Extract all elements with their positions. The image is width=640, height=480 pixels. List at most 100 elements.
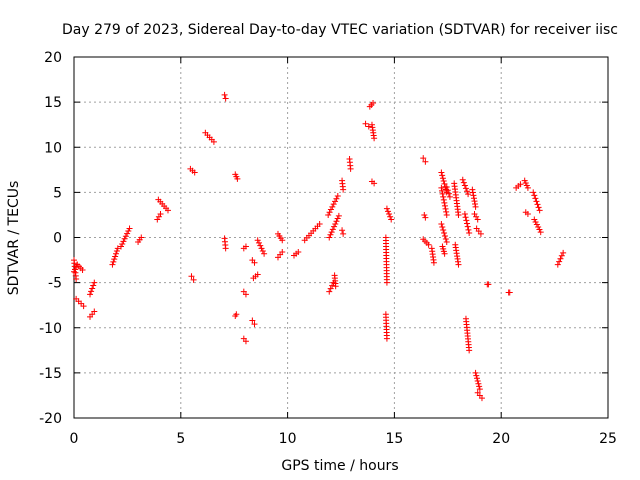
data-point: [113, 250, 120, 257]
x-tick-labels: 0 5 10 15 20 25: [70, 431, 617, 447]
data-point: [340, 186, 347, 193]
data-point: [536, 226, 543, 233]
data-point: [383, 205, 390, 212]
data-point: [222, 95, 229, 102]
data-point: [386, 211, 393, 218]
data-point: [73, 276, 80, 283]
data-point: [537, 229, 544, 236]
x-tick-label: 15: [385, 431, 403, 447]
data-point: [109, 261, 116, 268]
data-point: [112, 253, 119, 260]
data-point: [472, 369, 479, 376]
data-point: [261, 250, 268, 257]
data-point: [334, 192, 341, 199]
data-point: [387, 213, 394, 220]
data-point: [232, 313, 239, 320]
data-point: [477, 230, 484, 237]
data-point: [242, 291, 249, 298]
y-axis-label: SDTVAR / TECUs: [6, 181, 22, 296]
data-point: [441, 250, 448, 257]
data-point: [362, 120, 369, 127]
chart-title: Day 279 of 2023, Sidereal Day-to-day VTE…: [62, 22, 618, 38]
data-point: [255, 239, 262, 246]
data-point: [442, 236, 449, 243]
data-point: [485, 281, 492, 288]
data-point: [254, 237, 261, 244]
data-point: [446, 193, 453, 200]
data-point: [440, 226, 447, 233]
data-point: [466, 229, 473, 236]
data-point: [441, 232, 448, 239]
data-point: [80, 303, 87, 310]
data-point: [254, 271, 261, 278]
data-point: [87, 291, 94, 298]
data-point: [371, 135, 378, 142]
data-point: [472, 200, 479, 207]
data-point: [164, 207, 171, 214]
x-tick-label: 5: [176, 431, 185, 447]
data-point: [425, 241, 432, 248]
data-point: [441, 229, 448, 236]
y-tick-label: -5: [48, 276, 62, 292]
data-point: [126, 225, 133, 232]
data-point: [330, 201, 337, 208]
data-point: [506, 289, 513, 296]
data-point: [532, 195, 539, 202]
data-point: [210, 138, 217, 145]
x-tick-label: 10: [279, 431, 297, 447]
data-point: [438, 220, 445, 227]
data-point: [532, 218, 539, 225]
y-tick-label: 20: [44, 50, 62, 66]
grid-lines: [74, 57, 608, 418]
data-point: [438, 184, 445, 191]
data-point: [421, 211, 428, 218]
data-point: [91, 308, 98, 315]
data-point: [534, 201, 541, 208]
data-point: [257, 242, 264, 249]
data-point: [124, 230, 131, 237]
data-point: [438, 169, 445, 176]
data-point: [531, 216, 538, 223]
data-point: [326, 209, 333, 216]
data-point: [464, 188, 471, 195]
data-point: [331, 223, 338, 230]
data-point: [530, 189, 537, 196]
data-point: [459, 176, 466, 183]
x-tick-label: 0: [70, 431, 79, 447]
data-point: [370, 100, 377, 107]
data-point: [120, 238, 127, 245]
data-point: [535, 224, 542, 231]
data-point: [441, 202, 448, 209]
data-point: [295, 248, 302, 255]
data-point: [443, 211, 450, 218]
data-point: [461, 211, 468, 218]
data-point: [535, 204, 542, 211]
data-point: [388, 216, 395, 223]
data-point: [533, 221, 540, 228]
data-point: [122, 233, 129, 240]
data-point: [440, 178, 447, 185]
data-point: [471, 198, 478, 205]
data-point: [333, 218, 340, 225]
data-point: [329, 226, 336, 233]
data-point: [463, 217, 470, 224]
data-point: [441, 199, 448, 206]
data-point: [234, 175, 241, 182]
data-point: [439, 190, 446, 197]
data-point: [188, 273, 195, 280]
data-point: [462, 214, 469, 221]
data-point: [328, 229, 335, 236]
data-point: [536, 207, 543, 214]
data-point: [157, 211, 164, 218]
data-point: [347, 165, 354, 172]
data-point: [464, 220, 471, 227]
data-point: [258, 245, 265, 252]
data-point: [474, 377, 481, 384]
data-point: [325, 211, 332, 218]
data-point: [242, 243, 249, 250]
data-point: [473, 375, 480, 382]
data-point: [91, 279, 98, 286]
data-point: [439, 175, 446, 182]
data-point: [475, 380, 482, 387]
